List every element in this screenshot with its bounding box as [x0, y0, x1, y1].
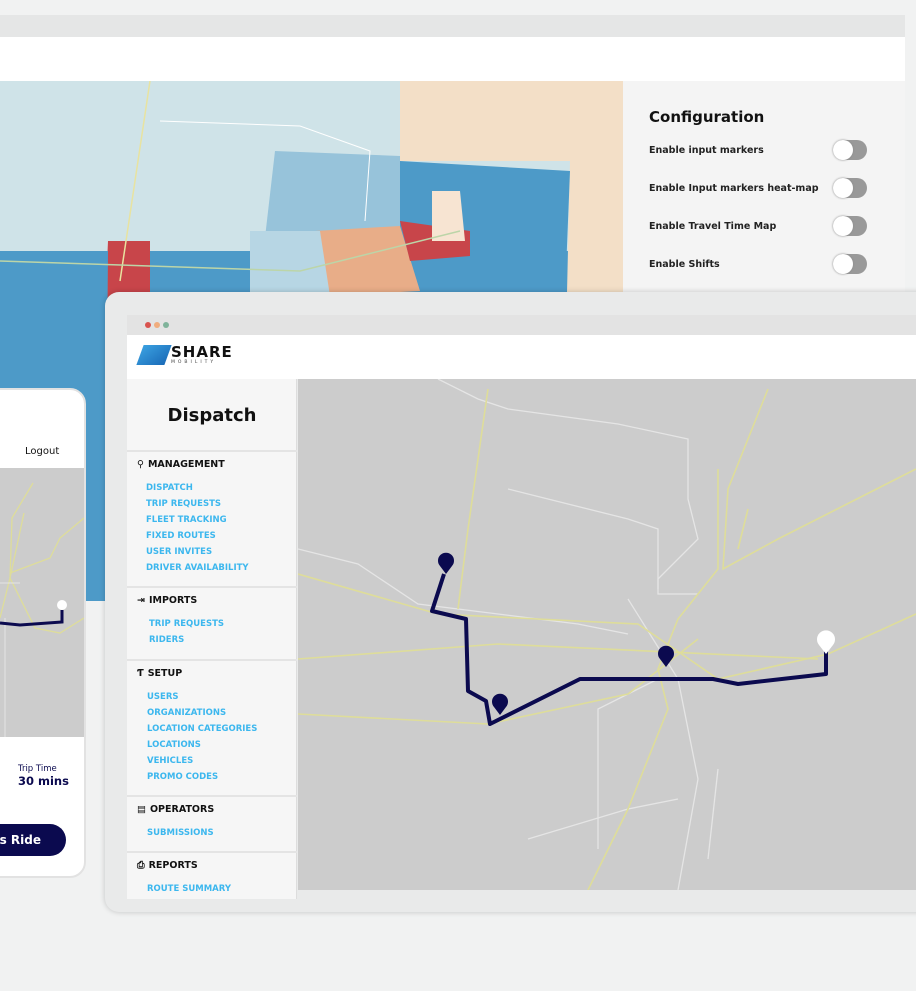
setup-icon: Ƭ: [137, 668, 144, 679]
sidebar-item[interactable]: SUBMISSIONS: [147, 828, 214, 838]
printer-icon: ⎙: [137, 860, 145, 871]
sidebar-item[interactable]: DISPATCH: [146, 483, 193, 493]
sidebar-item[interactable]: LOCATIONS: [147, 740, 201, 750]
map-pin-icon: [438, 552, 454, 574]
window-titlebar: [127, 315, 916, 335]
sidebar-item[interactable]: FIXED ROUTES: [146, 531, 216, 541]
config-title: Configuration: [649, 108, 765, 126]
sidebar-section-operators: ▤ OPERATORS SUBMISSIONS: [127, 795, 297, 935]
sidebar-section-imports: ⇥ IMPORTS TRIP REQUESTS RIDERS: [127, 586, 297, 726]
page-title: Dispatch: [167, 405, 257, 426]
logo-text: SHARE: [171, 343, 233, 361]
back-window-header: [0, 37, 905, 81]
sidebar-item[interactable]: USER INVITES: [146, 547, 213, 557]
logo-subtext: MOBILITY: [171, 360, 217, 365]
config-row: Enable Input markers heat-map: [649, 178, 867, 198]
phone-map[interactable]: [0, 468, 84, 737]
section-label: REPORTS: [148, 860, 198, 871]
sidebar-item[interactable]: DRIVER AVAILABILITY: [146, 563, 249, 573]
sidebar-section-header[interactable]: Ƭ SETUP: [137, 668, 182, 679]
destination-pin-icon: [817, 630, 835, 654]
map-pin-icon: [658, 645, 674, 667]
sidebar-section-header[interactable]: ⚲ MANAGEMENT: [137, 459, 225, 470]
app-header: [127, 335, 916, 379]
sidebar-item[interactable]: USERS: [147, 692, 179, 702]
map-pin-icon: ⚲: [137, 459, 144, 470]
sidebar-section-header[interactable]: ▤ OPERATORS: [137, 804, 214, 815]
maximize-dot-icon[interactable]: [163, 322, 169, 328]
sidebar-item[interactable]: RIDERS: [149, 635, 185, 645]
configuration-panel: Configuration Enable input markers Enabl…: [623, 81, 905, 295]
sidebar-section-header[interactable]: ⎙ REPORTS: [137, 860, 198, 871]
trip-time-label: Trip Time: [18, 764, 57, 774]
sidebar: Dispatch ⚲ MANAGEMENT DISPATCH TRIP REQUEST…: [127, 379, 297, 899]
close-dot-icon[interactable]: [145, 322, 151, 328]
map-pin-icon: [492, 693, 508, 715]
travel-time-toggle[interactable]: [833, 216, 867, 236]
destination-pin-icon: [57, 600, 67, 610]
share-mobility-logo[interactable]: SHARE MOBILITY: [136, 343, 233, 365]
section-label: SETUP: [147, 668, 183, 679]
section-label: IMPORTS: [148, 595, 198, 606]
sidebar-item[interactable]: LOCATION CATEGORIES: [147, 724, 258, 734]
toggle-label: Enable Input markers heat-map: [649, 182, 819, 194]
dispatch-map[interactable]: [298, 379, 916, 890]
trip-time-value: 30 mins: [18, 774, 69, 788]
sidebar-item[interactable]: ORGANIZATIONS: [147, 708, 227, 718]
operators-icon: ▤: [137, 804, 146, 815]
shifts-toggle[interactable]: [833, 254, 867, 274]
heatmap-toggle[interactable]: [833, 178, 867, 198]
sidebar-item[interactable]: PROMO CODES: [147, 772, 219, 782]
sidebar-section-management: ⚲ MANAGEMENT DISPATCH TRIP REQUESTS FLEET TR…: [127, 450, 297, 590]
back-window-titlebar: [0, 15, 905, 37]
logout-link[interactable]: Logout: [25, 446, 60, 457]
minimize-dot-icon[interactable]: [154, 322, 160, 328]
sidebar-item[interactable]: ROUTE SUMMARY: [147, 884, 231, 894]
input-markers-toggle[interactable]: [833, 140, 867, 160]
sidebar-section-setup: Ƭ SETUP USERS ORGANIZATIONS LOCATION CATEGOR…: [127, 659, 297, 799]
sidebar-section-reports: ⎙ REPORTS ROUTE SUMMARY: [127, 851, 297, 991]
sidebar-item[interactable]: FLEET TRACKING: [146, 515, 227, 525]
sidebar-section-header[interactable]: ⇥ IMPORTS: [137, 595, 197, 606]
button-label: is Ride: [0, 833, 41, 847]
config-row: Enable Shifts: [649, 254, 867, 274]
section-label: OPERATORS: [149, 804, 215, 815]
sidebar-item[interactable]: TRIP REQUESTS: [149, 619, 225, 629]
sidebar-item[interactable]: VEHICLES: [147, 756, 194, 766]
config-row: Enable input markers: [649, 140, 867, 160]
logo-mark-icon: [136, 345, 172, 365]
config-row: Enable Travel Time Map: [649, 216, 867, 236]
toggle-label: Enable Shifts: [649, 258, 720, 270]
toggle-label: Enable input markers: [649, 144, 764, 156]
book-ride-button[interactable]: is Ride: [0, 824, 66, 856]
section-label: MANAGEMENT: [147, 459, 225, 470]
import-icon: ⇥: [137, 595, 145, 606]
sidebar-item[interactable]: TRIP REQUESTS: [146, 499, 222, 509]
toggle-label: Enable Travel Time Map: [649, 220, 777, 232]
